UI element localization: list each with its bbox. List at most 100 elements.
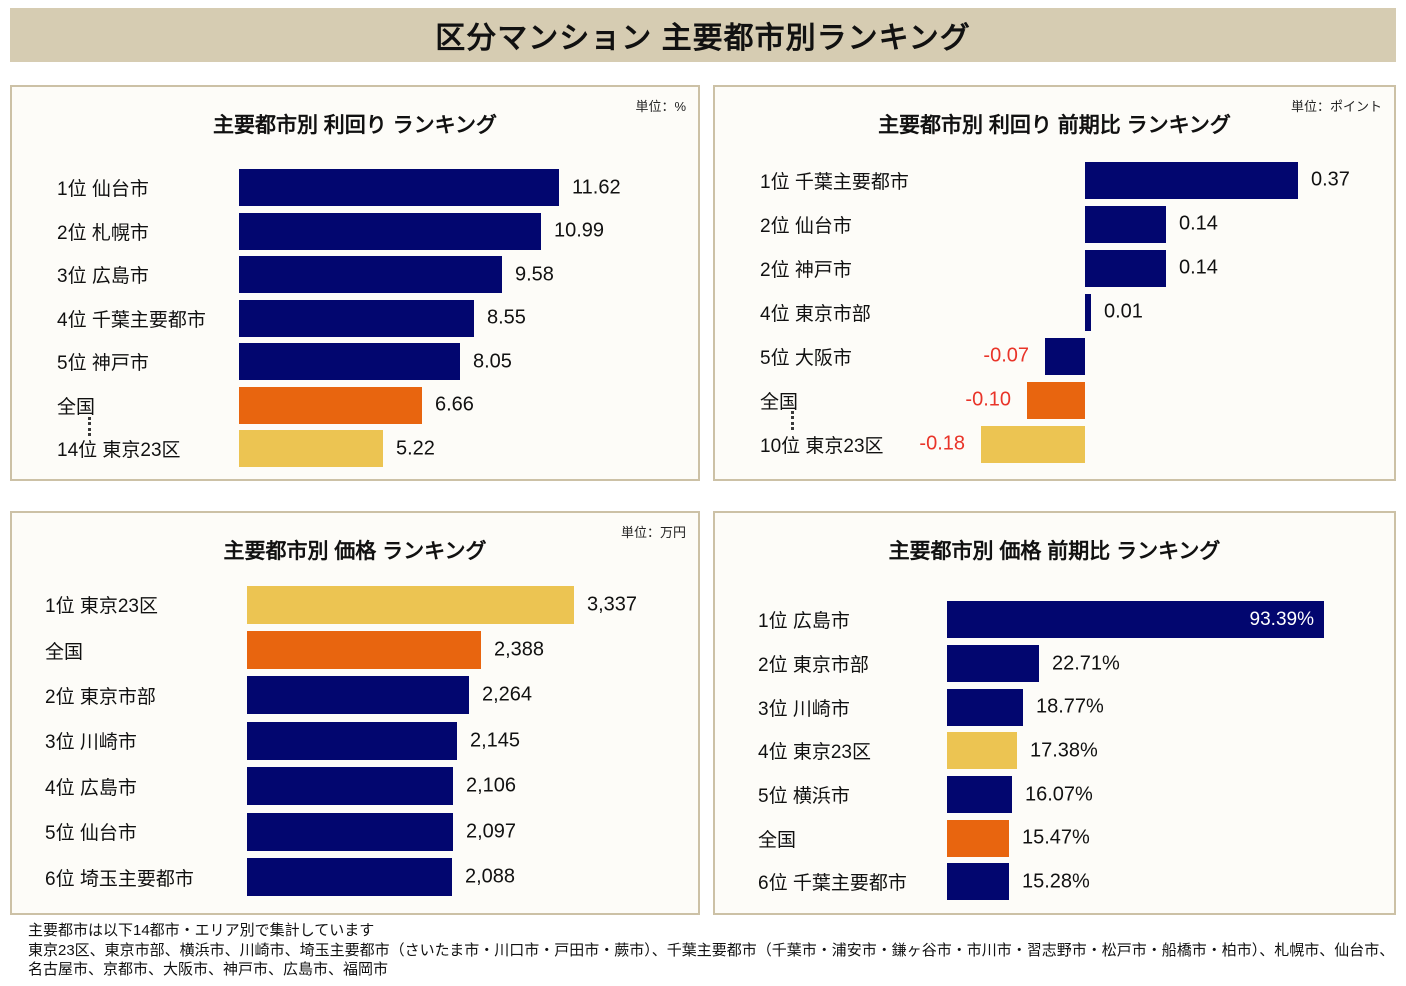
bar-zone: 2,088 bbox=[247, 854, 698, 899]
value-label: 2,145 bbox=[470, 729, 521, 752]
rank-label: 全国 bbox=[715, 378, 952, 430]
bar-zone: 0.14 bbox=[952, 246, 1394, 290]
value-label: 5.22 bbox=[396, 437, 435, 460]
value-label: 0.01 bbox=[1104, 300, 1143, 323]
bar-zone: -0.10 bbox=[952, 378, 1394, 422]
bar bbox=[981, 425, 1085, 463]
page-title: 区分マンション 主要都市別ランキング bbox=[435, 22, 971, 55]
panel-price-ranking: 単位：万円 主要都市別 価格 ランキング 1位 東京23区 3,337 全国 2,38… bbox=[10, 511, 700, 915]
value-label: 18.77% bbox=[1036, 695, 1104, 718]
unit-label: 単位：% bbox=[635, 99, 686, 114]
chart-row: 2位 東京市部 22.71% bbox=[715, 642, 1394, 686]
value-label: 15.28% bbox=[1022, 870, 1090, 893]
bar-zone: 5.22 bbox=[239, 427, 698, 471]
bar-zone: 0.14 bbox=[952, 202, 1394, 246]
bar bbox=[247, 767, 453, 806]
bar bbox=[239, 343, 460, 381]
chart-row: 4位 千葉主要都市 8.55 bbox=[12, 297, 698, 341]
chart-row: 3位 広島市 9.58 bbox=[12, 253, 698, 297]
bar bbox=[947, 776, 1012, 814]
footnote-line1: 主要都市は以下14都市・エリア別で集計しています bbox=[28, 922, 375, 939]
chart-row: 10位 東京23区 -0.18 bbox=[715, 422, 1394, 466]
chart-rows: 1位 千葉主要都市 0.37 2位 仙台市 0.14 2位 神戸市 0.14 4位 東京市部… bbox=[715, 158, 1394, 466]
value-label: 0.37 bbox=[1311, 168, 1350, 191]
footnote-line2: 東京23区、東京市部、横浜市、川崎市、埼玉主要都市（さいたま市・川口市・戸田市・… bbox=[28, 941, 1395, 979]
bar-zone: 6.66 bbox=[239, 384, 698, 428]
unit-label: 単位：ポイント bbox=[1290, 99, 1382, 114]
chart-row: 1位 仙台市 11.62 bbox=[12, 166, 698, 210]
chart-rows: 1位 広島市 93.39% 2位 東京市部 22.71% 3位 川崎市 18.77% 4位 … bbox=[715, 598, 1394, 904]
chart-rows: 1位 仙台市 11.62 2位 札幌市 10.99 3位 広島市 9.58 4位 千葉主要都… bbox=[12, 166, 698, 471]
rank-label: 1位 仙台市 bbox=[57, 179, 149, 201]
bar bbox=[1085, 293, 1091, 331]
bar-zone: -0.18 bbox=[919, 422, 1394, 466]
value-label: 2,088 bbox=[465, 865, 516, 888]
chart-row: 2位 仙台市 0.14 bbox=[715, 202, 1394, 246]
bar-zone: 3,337 bbox=[247, 582, 698, 627]
bar bbox=[247, 721, 457, 760]
rank-label: 全国 bbox=[12, 384, 239, 436]
rank-label: 5位 神戸市 bbox=[57, 353, 149, 375]
bar bbox=[947, 732, 1017, 770]
report-header: 区分マンション 主要都市別ランキング bbox=[10, 8, 1396, 62]
value-label: 3,337 bbox=[587, 593, 638, 616]
bar-zone: 10.99 bbox=[239, 210, 698, 254]
chart-title: 主要都市別 価格 ランキング bbox=[223, 540, 487, 563]
chart-row: 1位 東京23区 3,337 bbox=[12, 582, 698, 627]
rank-label: 2位 東京市部 bbox=[758, 655, 869, 677]
chart-row: 5位 大阪市 -0.07 bbox=[715, 334, 1394, 378]
rank-label: 全国 bbox=[758, 829, 797, 851]
bar-zone: 2,106 bbox=[247, 764, 698, 809]
chart-rows: 1位 東京23区 3,337 全国 2,388 2位 東京市部 2,264 3位 川崎市 2,… bbox=[12, 582, 698, 900]
value-label: 8.55 bbox=[487, 306, 526, 329]
rank-label: 5位 仙台市 bbox=[45, 823, 137, 845]
chart-row: 2位 札幌市 10.99 bbox=[12, 210, 698, 254]
bar bbox=[947, 601, 1324, 639]
chart-row: 14位 東京23区 5.22 bbox=[12, 427, 698, 471]
bar bbox=[239, 430, 383, 468]
value-label: 93.39% bbox=[1249, 608, 1314, 630]
bar-zone: 2,388 bbox=[247, 627, 698, 672]
value-label: 0.14 bbox=[1179, 212, 1218, 235]
value-label: 2,097 bbox=[466, 820, 517, 843]
bar bbox=[1045, 337, 1085, 375]
value-label: 0.14 bbox=[1179, 256, 1218, 279]
rank-label: 6位 千葉主要都市 bbox=[758, 873, 907, 895]
bar-zone: 0.01 bbox=[952, 290, 1394, 334]
bar-zone: 2,097 bbox=[247, 809, 698, 854]
bar bbox=[947, 819, 1009, 857]
bar bbox=[1085, 205, 1166, 243]
chart-row: 2位 神戸市 0.14 bbox=[715, 246, 1394, 290]
bar bbox=[239, 256, 502, 294]
rank-label: 10位 東京23区 bbox=[760, 435, 884, 457]
rank-label: 5位 横浜市 bbox=[758, 786, 850, 808]
rank-label: 2位 札幌市 bbox=[57, 222, 149, 244]
rank-label: 3位 広島市 bbox=[57, 266, 149, 288]
chart-row: 3位 川崎市 2,145 bbox=[12, 718, 698, 763]
bar-zone: 2,145 bbox=[247, 718, 698, 763]
rank-label: 3位 川崎市 bbox=[758, 698, 850, 720]
unit-label: 単位：万円 bbox=[620, 525, 686, 540]
bar bbox=[247, 812, 453, 851]
bar-zone: 16.07% bbox=[947, 773, 1394, 817]
bar bbox=[239, 386, 422, 424]
bar bbox=[1085, 161, 1298, 199]
bar bbox=[947, 645, 1039, 683]
bar-zone: 22.71% bbox=[947, 642, 1394, 686]
rank-label: 2位 仙台市 bbox=[760, 215, 852, 237]
rank-label: 4位 東京23区 bbox=[758, 742, 871, 764]
chart-title: 主要都市別 利回り 前期比 ランキング bbox=[878, 114, 1231, 137]
rank-label: 全国 bbox=[45, 641, 84, 663]
value-label: -0.18 bbox=[919, 432, 965, 455]
value-label: 17.38% bbox=[1030, 739, 1098, 762]
chart-row: 全国 2,388 bbox=[12, 627, 698, 672]
rank-label: 2位 東京市部 bbox=[45, 686, 156, 708]
rank-label: 3位 川崎市 bbox=[45, 732, 137, 754]
bar-zone: 2,264 bbox=[247, 673, 698, 718]
bar bbox=[247, 585, 574, 624]
value-label: 2,106 bbox=[466, 774, 517, 797]
bar bbox=[1085, 249, 1166, 287]
bar bbox=[247, 858, 452, 897]
bar bbox=[247, 676, 469, 715]
bar bbox=[239, 212, 541, 250]
